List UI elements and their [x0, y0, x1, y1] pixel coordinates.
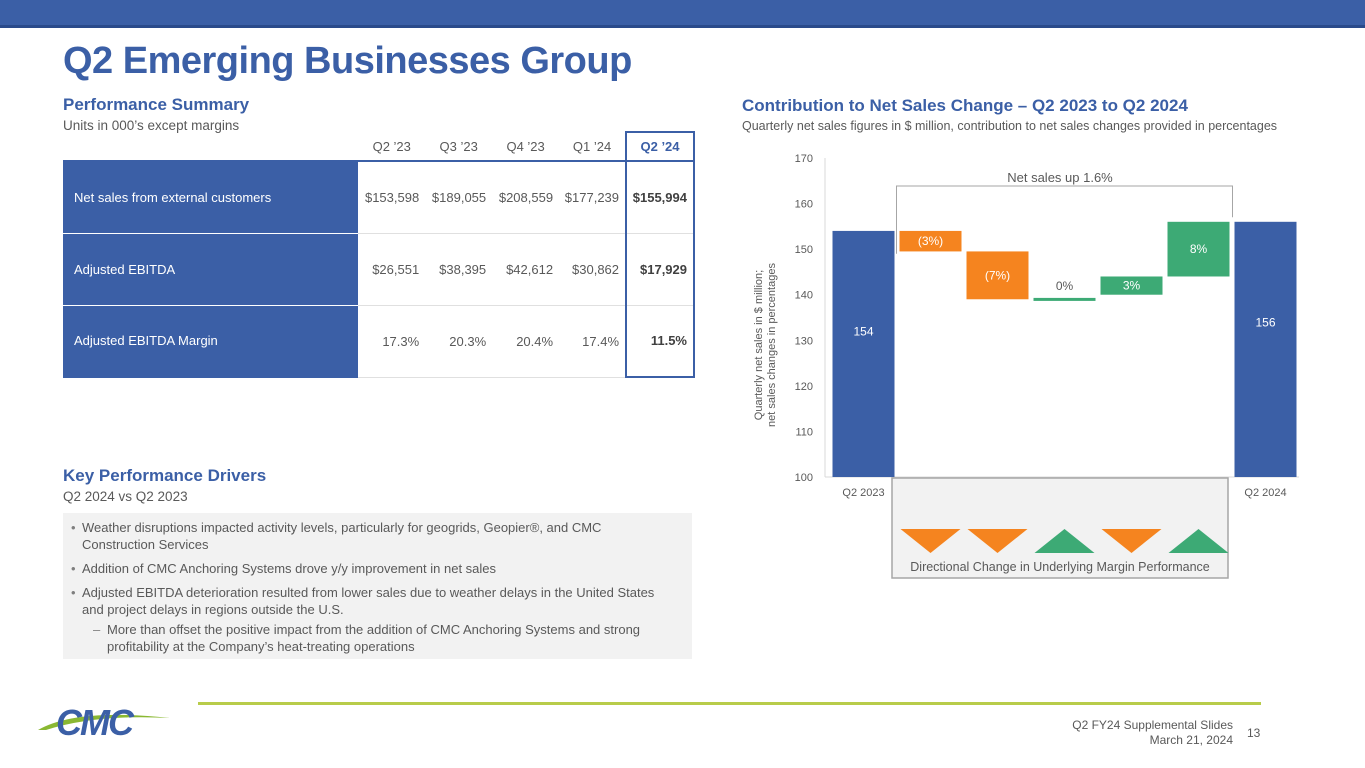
data-label: 156 — [1255, 316, 1275, 330]
margin-label: Directional Change in Underlying Margin … — [910, 560, 1209, 574]
y-tick-label: 140 — [795, 290, 813, 302]
y-tick-label: 130 — [795, 335, 813, 347]
performance-subheading: Units in 000’s except margins — [63, 118, 240, 133]
total-bar — [832, 230, 895, 477]
y-tick-label: 110 — [795, 426, 813, 438]
driver-bullet: Addition of CMC Anchoring Systems drove … — [71, 560, 678, 577]
y-tick-label: 160 — [795, 199, 813, 211]
data-label: 154 — [853, 325, 873, 339]
margin-arrows — [900, 529, 1229, 553]
y-tick-label: 100 — [795, 472, 813, 484]
down-triangle-icon — [900, 529, 961, 553]
table-header-row: Q2 ’23 Q3 ’23 Q4 ’23 Q1 ’24 Q2 ’24 — [63, 131, 695, 161]
y-axis-label-line: net sales changes in percentages — [766, 263, 778, 427]
drivers-heading: Key Performance Drivers — [63, 466, 267, 485]
footer-line1: Q2 FY24 Supplemental Slides — [1072, 718, 1233, 732]
data-label: (7%) — [985, 268, 1010, 282]
footer-line2: March 21, 2024 — [1149, 733, 1233, 747]
drivers-subheading: Q2 2024 vs Q2 2023 — [63, 489, 188, 504]
change-bar — [1167, 221, 1230, 277]
table-cell: $189,055 — [425, 160, 493, 234]
page-title: Q2 Emerging Businesses Group — [63, 40, 632, 82]
drivers-box: Weather disruptions impacted activity le… — [63, 513, 692, 659]
y-axis-label: Quarterly net sales in $ million;net sal… — [753, 263, 778, 427]
column-header: Q2 ’23 — [372, 138, 411, 154]
table-cell: $208,559 — [492, 160, 560, 234]
table-cell: $30,862 — [559, 233, 627, 306]
y-tick-label: 150 — [795, 244, 813, 256]
driver-bullet: Adjusted EBITDA deterioration resulted f… — [71, 584, 678, 618]
column-header: Q4 ’23 — [506, 138, 545, 154]
column-header: Q3 ’23 — [439, 138, 478, 154]
data-label: 8% — [1190, 242, 1208, 256]
y-tick-label: 170 — [795, 153, 813, 165]
table-cell: 20.4% — [492, 305, 560, 378]
performance-heading: Performance Summary — [63, 95, 250, 114]
up-triangle-icon — [1168, 529, 1229, 553]
table-cell-highlight: 11.5% — [625, 305, 695, 378]
table-cell: $38,395 — [425, 233, 493, 306]
driver-bullet: Weather disruptions impacted activity le… — [71, 519, 678, 553]
data-label: 0% — [1056, 279, 1074, 293]
up-triangle-icon — [1034, 529, 1095, 553]
table-cell: $26,551 — [358, 233, 426, 306]
data-label: (3%) — [918, 234, 943, 248]
table-cell: 17.4% — [559, 305, 627, 378]
top-banner — [0, 0, 1365, 28]
table-cell: $153,598 — [358, 160, 426, 234]
x-tick-label-line: Q2 2023 — [842, 487, 884, 499]
change-bar — [899, 230, 962, 252]
y-axis: 100 110 120 130 140 150 160 170 — [795, 153, 1299, 484]
x-tick-label: Q2 2023 — [842, 487, 884, 499]
table-cell-highlight: $155,994 — [625, 160, 695, 234]
table-row: Net sales from external customers $153,5… — [63, 160, 695, 234]
data-label: 3% — [1123, 279, 1141, 293]
footer-divider — [198, 702, 1261, 705]
contribution-subheading: Quarterly net sales figures in $ million… — [742, 119, 1278, 133]
column-header-highlight: Q2 ’24 — [625, 131, 695, 161]
x-tick-label: Q2 2024 — [1244, 487, 1286, 499]
waterfall-chart: 100 110 120 130 140 150 160 170 Quarterly net s… — [753, 153, 1299, 579]
down-triangle-icon — [967, 529, 1028, 553]
table-cell: 17.3% — [358, 305, 426, 378]
table-cell: $42,612 — [492, 233, 560, 306]
column-header: Q1 ’24 — [572, 138, 612, 154]
change-bar — [1033, 297, 1096, 301]
bracket-label: Net sales up 1.6% — [1007, 170, 1113, 185]
row-label: Net sales from external customers — [63, 160, 359, 234]
cmc-logo: CMC — [38, 702, 170, 740]
bracket-line — [896, 185, 1233, 254]
table-row: Adjusted EBITDA $26,551 $38,395 $42,612 … — [63, 233, 695, 306]
table-cell-highlight: $17,929 — [625, 233, 695, 306]
margin-box — [891, 477, 1229, 579]
table-header-blank — [63, 132, 358, 161]
total-bar — [1234, 221, 1297, 477]
driver-sub-bullet: More than offset the positive impact fro… — [71, 621, 678, 655]
change-bar — [966, 251, 1029, 300]
table-row: Adjusted EBITDA Margin 17.3% 20.3% 20.4%… — [63, 305, 695, 378]
table-cell: 20.3% — [425, 305, 493, 378]
table-cell: $177,239 — [559, 160, 627, 234]
performance-table: Q2 ’23 Q3 ’23 Q4 ’23 Q1 ’24 Q2 ’24 Net s… — [63, 131, 695, 378]
contribution-heading: Contribution to Net Sales Change – Q2 20… — [742, 96, 1188, 115]
x-tick-label-line: Q2 2024 — [1244, 487, 1286, 499]
page-number: 13 — [1247, 726, 1261, 740]
footer-text: Q2 FY24 Supplemental Slides March 21, 20… — [1072, 718, 1233, 748]
down-triangle-icon — [1101, 529, 1162, 553]
row-label: Adjusted EBITDA — [63, 233, 359, 306]
y-axis-label-line: Quarterly net sales in $ million; — [753, 270, 765, 420]
y-tick-label: 120 — [795, 381, 813, 393]
row-label: Adjusted EBITDA Margin — [63, 305, 359, 378]
bars-group: 154 (3%) (7%) 0% 3% 8% 156 — [832, 221, 1297, 477]
logo-text: CMC — [56, 702, 135, 740]
change-bar — [1100, 276, 1163, 295]
